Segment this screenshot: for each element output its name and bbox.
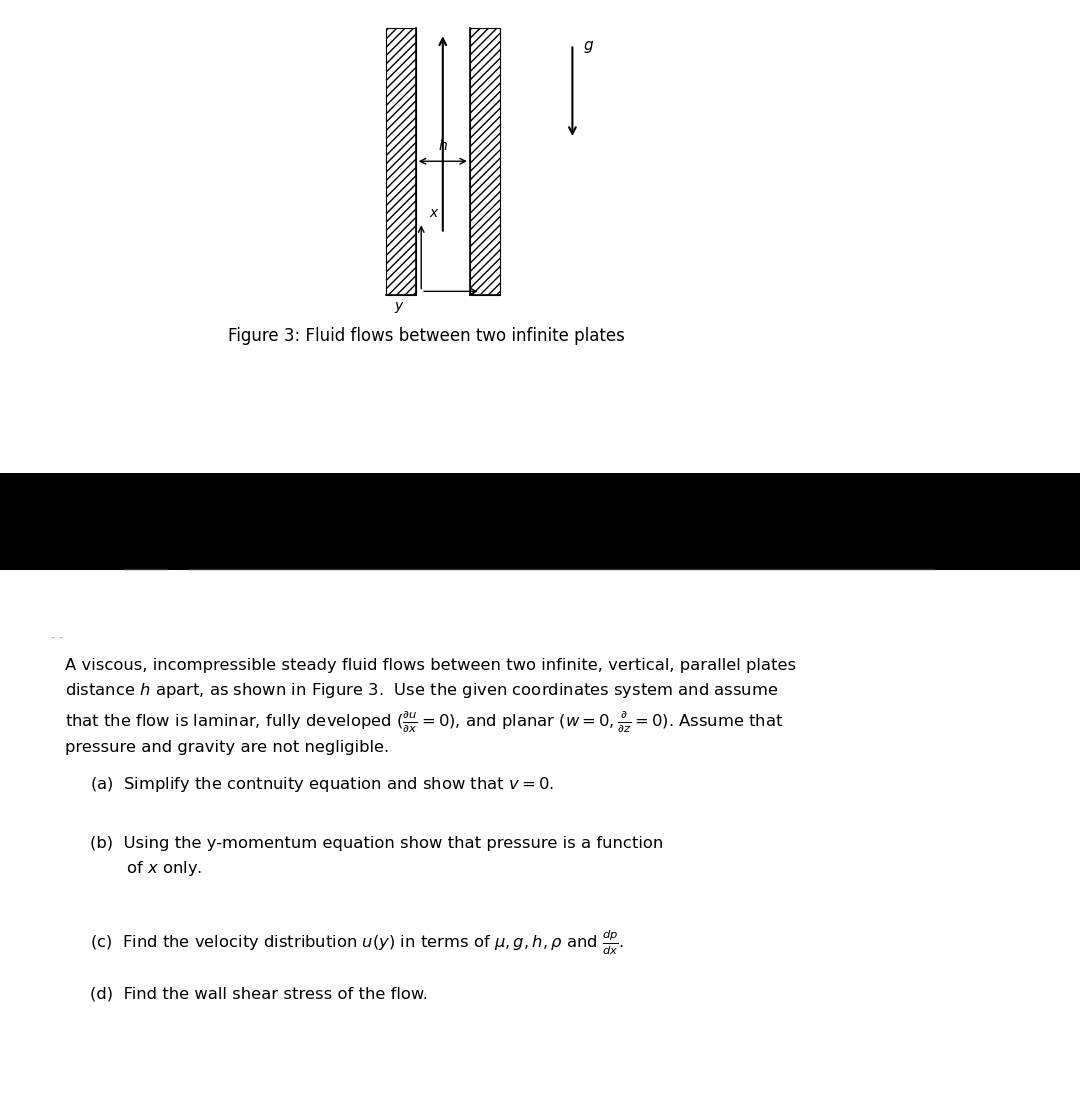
Text: (c)  Find the velocity distribution $u(y)$ in terms of $\mu, g, h, \rho$ and $\f: (c) Find the velocity distribution $u(y)…: [90, 929, 623, 956]
Text: . .: . .: [51, 628, 63, 642]
Text: (d)  Find the wall shear stress of the flow.: (d) Find the wall shear stress of the fl…: [90, 986, 428, 1001]
Text: $y$: $y$: [394, 300, 405, 315]
Text: (b)  Using the y-momentum equation show that pressure is a function
       of $x: (b) Using the y-momentum equation show t…: [90, 836, 663, 878]
Bar: [470, 28, 500, 295]
Text: Figure 3: Fluid flows between two infinite plates: Figure 3: Fluid flows between two infini…: [228, 327, 625, 345]
Bar: [386, 28, 416, 295]
Text: (a)  Simplify the contnuity equation and show that $v = 0$.: (a) Simplify the contnuity equation and …: [90, 775, 553, 794]
Bar: [0, 473, 1080, 570]
Text: A viscous, incompressible steady fluid flows between two infinite, vertical, par: A viscous, incompressible steady fluid f…: [65, 658, 796, 755]
Text: $x$: $x$: [429, 206, 440, 220]
Text: $h$: $h$: [437, 139, 448, 153]
Text: $g$: $g$: [583, 39, 594, 54]
